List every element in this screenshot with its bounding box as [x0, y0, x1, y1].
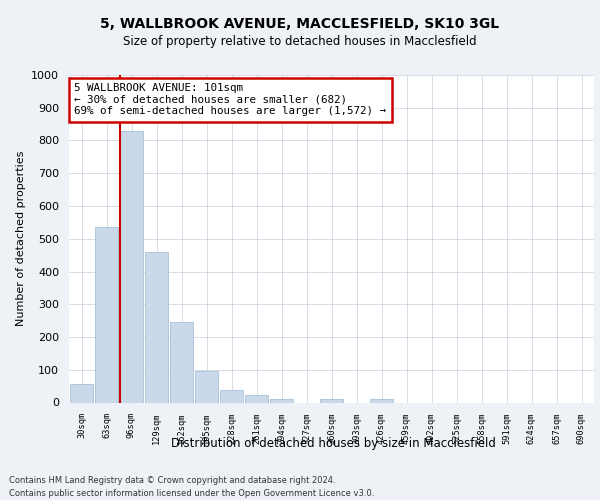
- Text: Contains HM Land Registry data © Crown copyright and database right 2024.: Contains HM Land Registry data © Crown c…: [9, 476, 335, 485]
- Bar: [170, 322, 193, 402]
- Y-axis label: Number of detached properties: Number of detached properties: [16, 151, 26, 326]
- Bar: [70, 384, 93, 402]
- Text: Distribution of detached houses by size in Macclesfield: Distribution of detached houses by size …: [170, 438, 496, 450]
- Bar: [370, 398, 393, 402]
- Bar: [195, 370, 218, 402]
- Bar: [245, 395, 268, 402]
- Text: 5 WALLBROOK AVENUE: 101sqm
← 30% of detached houses are smaller (682)
69% of sem: 5 WALLBROOK AVENUE: 101sqm ← 30% of deta…: [74, 83, 386, 116]
- Bar: [270, 398, 293, 402]
- Bar: [320, 398, 343, 402]
- Text: 5, WALLBROOK AVENUE, MACCLESFIELD, SK10 3GL: 5, WALLBROOK AVENUE, MACCLESFIELD, SK10 …: [100, 18, 500, 32]
- Bar: [120, 130, 143, 402]
- Bar: [220, 390, 243, 402]
- Bar: [95, 228, 118, 402]
- Text: Size of property relative to detached houses in Macclesfield: Size of property relative to detached ho…: [123, 35, 477, 48]
- Text: Contains public sector information licensed under the Open Government Licence v3: Contains public sector information licen…: [9, 489, 374, 498]
- Bar: [145, 252, 168, 402]
